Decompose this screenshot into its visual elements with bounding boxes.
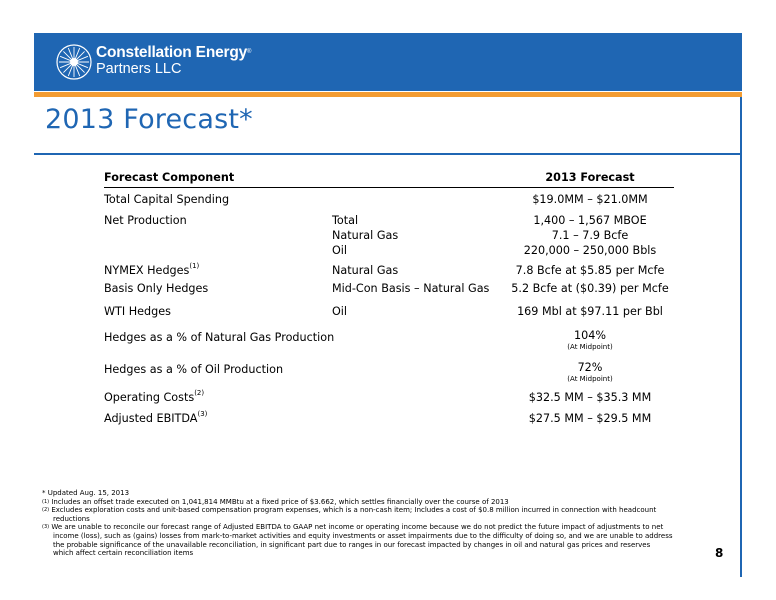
row-label: Hedges as a % of Oil Production <box>104 363 284 376</box>
row-sub: Natural Gas <box>332 264 399 277</box>
row-value: 169 Mbl at $97.11 per Bbl <box>517 305 663 318</box>
header-band <box>34 33 742 91</box>
footnote-ref: (1) <box>189 262 200 270</box>
row-label: WTI Hedges <box>104 305 171 318</box>
footnote-1: (1) Includes an offset trade executed on… <box>42 498 692 507</box>
row-value-note: (At Midpoint) <box>567 343 613 351</box>
footnote-1-text: Includes an offset trade executed on 1,0… <box>51 497 509 506</box>
footnote-2-cont: reductions <box>53 514 90 523</box>
registered-mark: ® <box>247 49 252 55</box>
footnote-updated: * Updated Aug. 15, 2013 <box>42 489 130 497</box>
col-header-component: Forecast Component <box>104 171 235 184</box>
row-value: 7.8 Bcfe at $5.85 per Mcfe <box>515 264 665 277</box>
footnote-ref: (3) <box>197 410 208 418</box>
footnotes: * Updated Aug. 15, 2013 (1) Includes an … <box>42 489 692 558</box>
col-header-forecast: 2013 Forecast <box>545 171 635 184</box>
footnote-2: (2) Excludes exploration costs and unit-… <box>42 506 692 515</box>
footnote-3-cont-2: the probable significance of the unavail… <box>53 540 651 549</box>
footnote-3-cont-3: which affect certain reconciliation item… <box>53 549 194 558</box>
row-sub: Mid-Con Basis – Natural Gas <box>332 282 490 295</box>
row-label: Basis Only Hedges <box>104 282 209 295</box>
title-divider <box>34 153 742 155</box>
footnote-3: (3) We are unable to reconcile our forec… <box>42 523 692 532</box>
table-header-rule <box>104 187 674 188</box>
page-title: 2013 Forecast* <box>45 104 253 135</box>
logo-line-2: Partners LLC <box>96 61 182 77</box>
row-label: NYMEX Hedges <box>104 264 190 277</box>
row-value: 5.2 Bcfe at ($0.39) per Mcfe <box>511 282 669 295</box>
page-number: 8 <box>715 546 724 560</box>
footnote-3-text: We are unable to reconcile our forecast … <box>51 523 664 532</box>
row-sub-oil: Oil <box>332 244 348 257</box>
row-value-note: (At Midpoint) <box>567 375 613 383</box>
row-label: Hedges as a % of Natural Gas Production <box>104 331 335 344</box>
row-value: 72% <box>577 361 603 374</box>
footnote-ref: (2) <box>194 389 205 397</box>
row-value: $27.5 MM – $29.5 MM <box>528 412 652 425</box>
row-value-gas: 7.1 – 7.9 Bcfe <box>551 229 629 242</box>
footnote-3-mark: (3) <box>42 524 50 531</box>
starburst-logo-icon <box>56 44 92 80</box>
row-sub: Oil <box>332 305 348 318</box>
row-label: Adjusted EBITDA <box>104 412 198 425</box>
company-logo-text: Constellation Energy® Partners LLC <box>96 44 251 78</box>
footnote-1-mark: (1) <box>42 498 50 505</box>
row-label: Total Capital Spending <box>104 193 230 206</box>
row-label: Operating Costs <box>104 391 195 404</box>
logo-line-1: Constellation Energy <box>96 44 248 61</box>
row-value-oil: 220,000 – 250,000 Bbls <box>523 244 657 257</box>
orange-divider <box>34 92 742 97</box>
row-sub-total: Total <box>332 214 359 227</box>
row-value: $32.5 MM – $35.3 MM <box>528 391 652 404</box>
row-value: 104% <box>574 329 606 342</box>
row-sub-gas: Natural Gas <box>332 229 399 242</box>
row-value: $19.0MM – $21.0MM <box>532 193 648 206</box>
row-value-total: 1,400 – 1,567 MBOE <box>533 214 647 227</box>
footnote-2-text: Excludes exploration costs and unit-base… <box>51 506 657 515</box>
footnote-3-cont-1: income (loss), such as (gains) losses fr… <box>53 531 673 540</box>
footnote-2-mark: (2) <box>42 507 50 514</box>
right-border <box>740 97 742 577</box>
row-label: Net Production <box>104 214 187 227</box>
